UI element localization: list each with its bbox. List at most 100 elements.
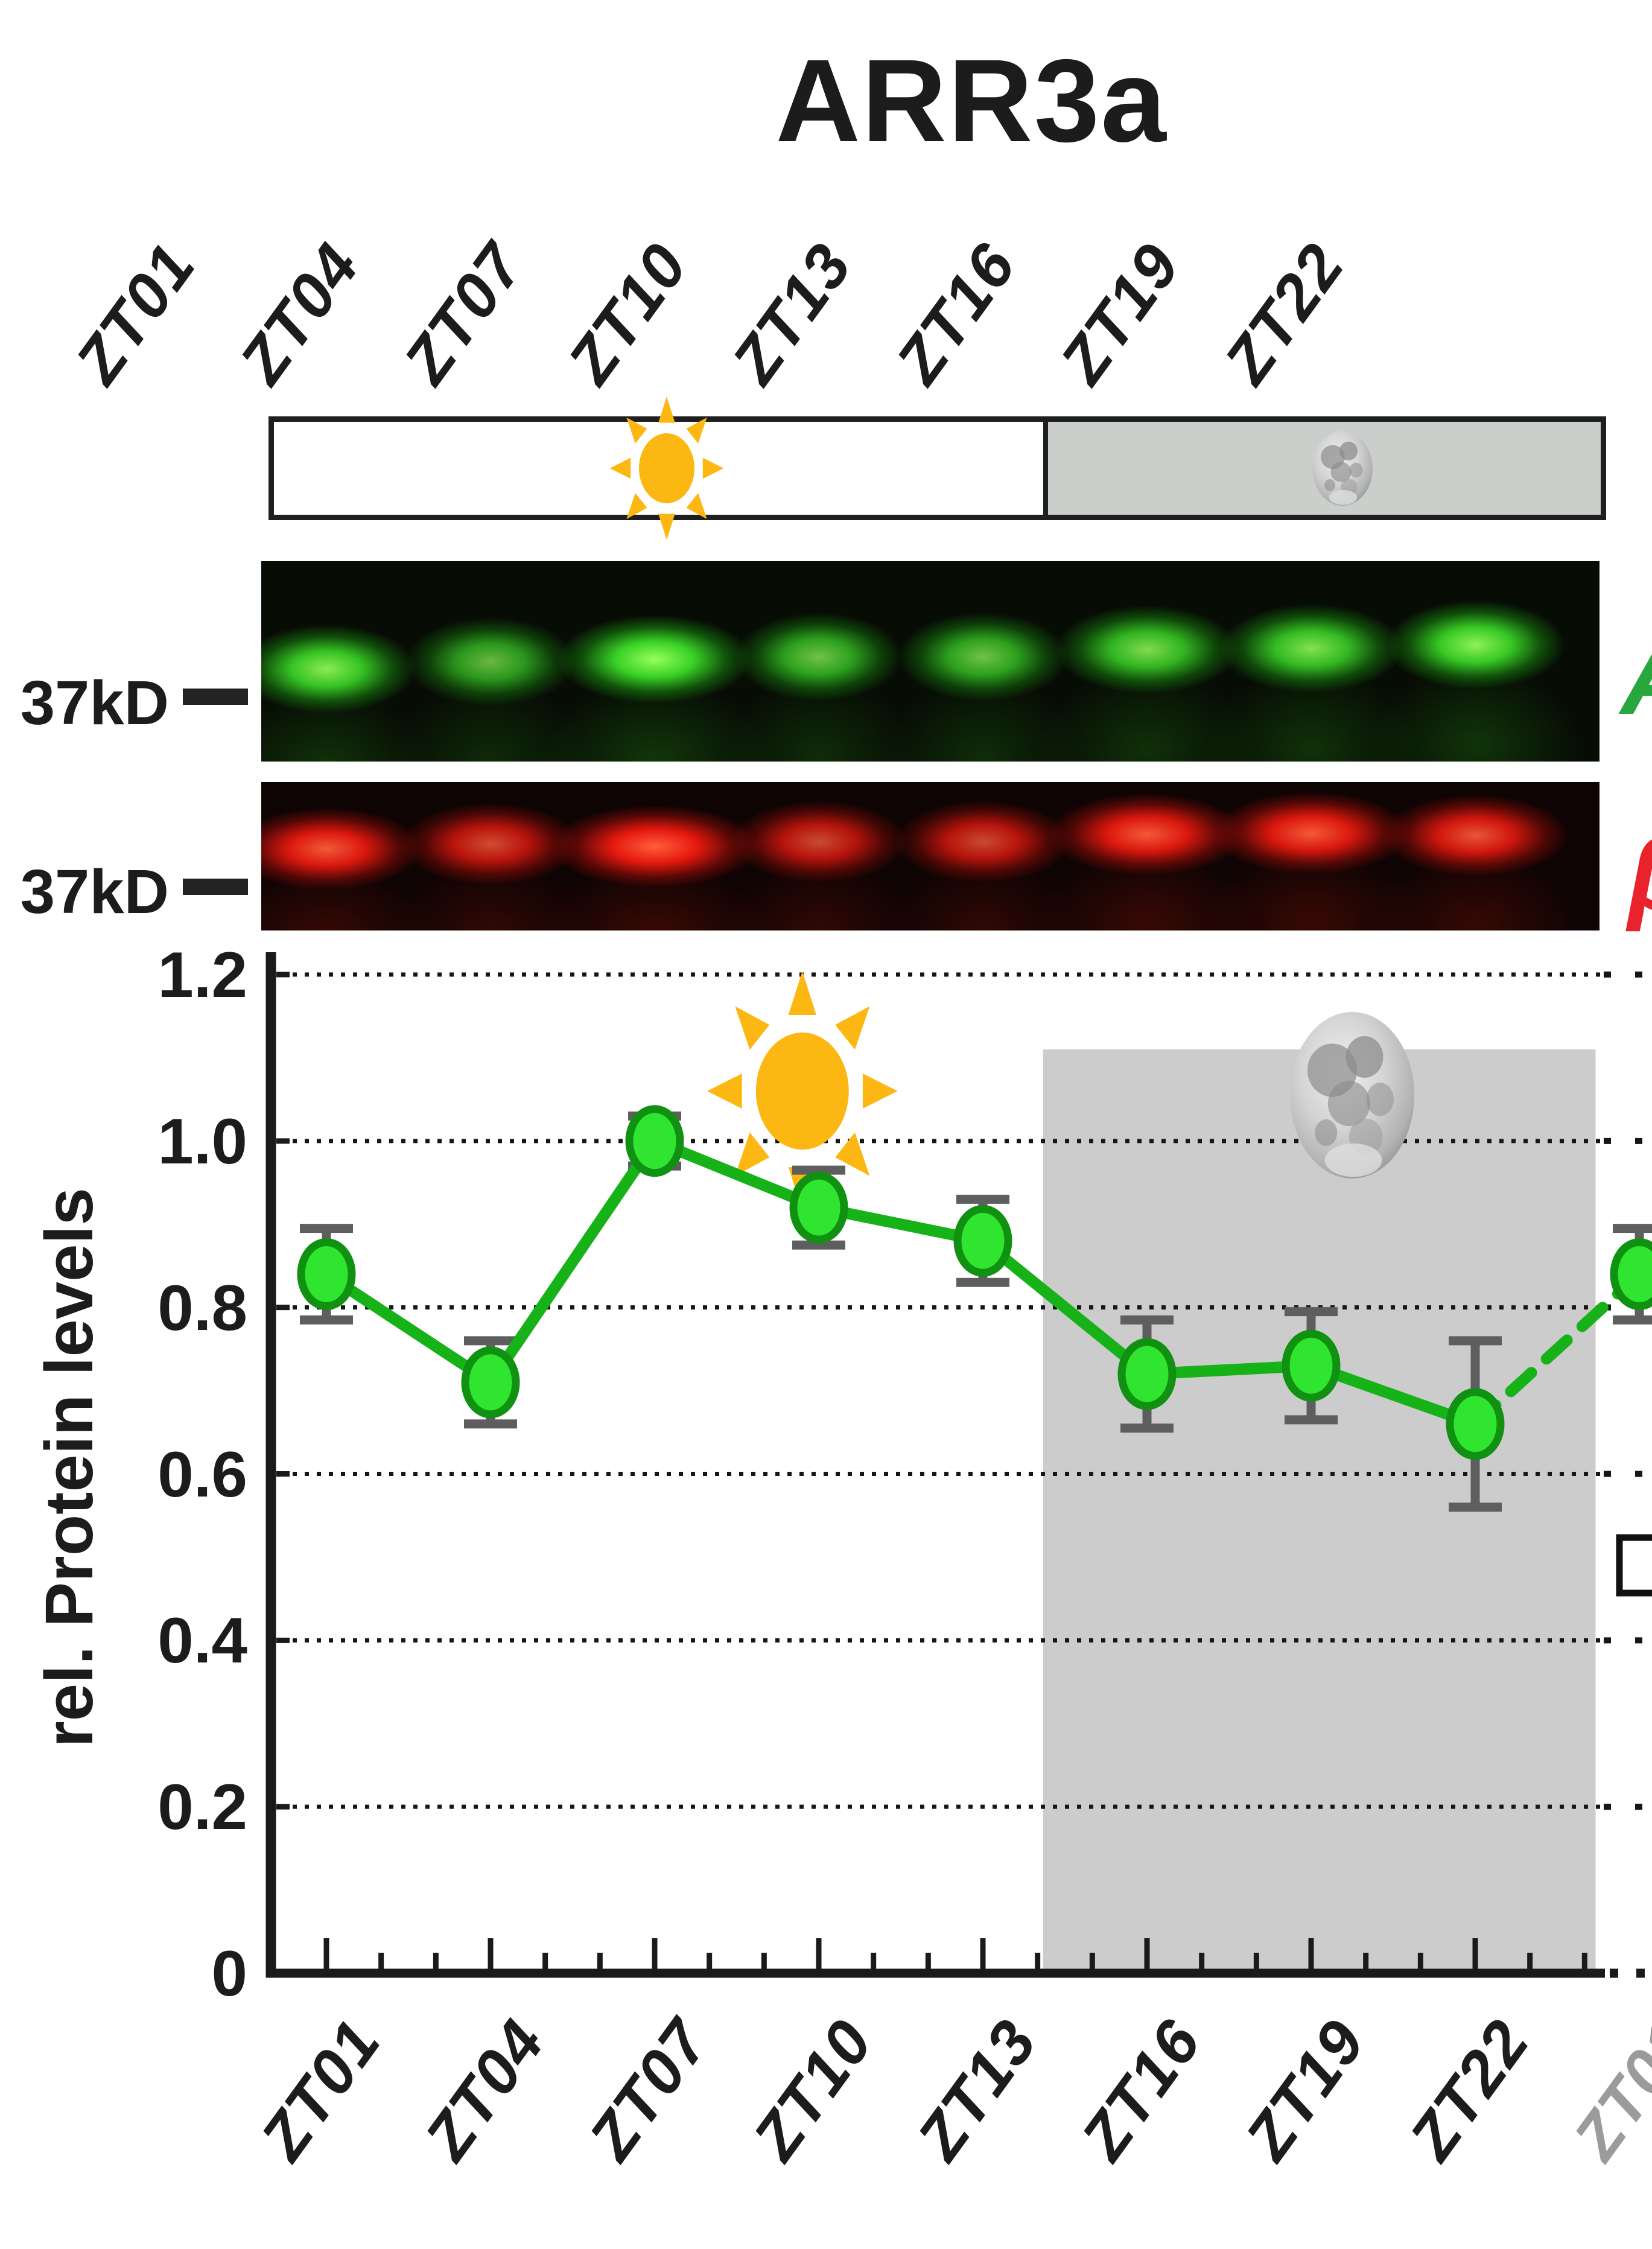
top-label-zt16: ZT16 [882, 231, 1030, 396]
sun-ray [835, 1132, 870, 1176]
bottom-label-5-zt16: ZT16 [1067, 2007, 1215, 2172]
moon-blotch [1366, 1083, 1394, 1116]
moon-blotch [1324, 1144, 1382, 1177]
kd-marker-dash-red [183, 879, 248, 895]
top-label-zt10: ZT10 [554, 231, 702, 396]
night-shading-rect [1043, 1049, 1596, 1970]
top-label-zt22: ZT22 [1210, 231, 1358, 396]
data-point-marker-zt13-4 [953, 1204, 1012, 1277]
western-blot-red [261, 782, 1600, 930]
moon-blotch [1307, 1043, 1358, 1097]
blot-smear-red-lane3 [486, 834, 823, 930]
blot-band-green-lane3 [525, 600, 784, 718]
blot-band-red-lane7 [1184, 782, 1438, 886]
moon-blotch [1315, 1119, 1338, 1147]
y-tick-label-0.2: 0.2 [157, 1770, 247, 1843]
blot-band-red-lane1 [261, 795, 449, 902]
blot-smear-red-lane2 [347, 832, 634, 930]
blot-band-red-lane8 [1356, 782, 1595, 888]
bottom-label-8-zt01: ZT01 [1560, 2007, 1652, 2172]
top-label-zt13: ZT13 [718, 231, 866, 396]
bottom-label-0-zt01: ZT01 [247, 2007, 395, 2172]
moon-blotch [1327, 1081, 1370, 1127]
data-point-marker-zt22-7 [1446, 1388, 1505, 1460]
blot-band-red-lane2 [376, 790, 605, 897]
blot-band-green-lane1 [261, 609, 446, 728]
photoperiod-night-segment [1043, 422, 1601, 515]
western-blot-green [261, 561, 1600, 762]
moon-blotch [1349, 1118, 1383, 1156]
blot-band-green-lane6 [1025, 590, 1269, 708]
blot-smear-green-lane4 [679, 644, 959, 762]
kd-marker-label-red: 37kD [20, 857, 169, 926]
data-line-solid [320, 1135, 1481, 1430]
y-tick-label-1.0: 1.0 [157, 1104, 247, 1177]
blot-band-red-lane3 [520, 793, 789, 899]
blot-band-green-lane5 [869, 597, 1096, 716]
blot-band-red-lane5 [869, 788, 1096, 894]
blot-band-green-lane2 [377, 602, 604, 721]
y-tick-label-0.8: 0.8 [157, 1271, 247, 1344]
data-point-marker-zt10-3 [789, 1171, 848, 1244]
clipped-green-blot-label: A [1621, 628, 1652, 730]
top-label-zt01: ZT01 [62, 231, 209, 396]
data-point-marker-zt01-8 [1610, 1238, 1652, 1310]
legend-box-clipped [1616, 1534, 1652, 1597]
kd-marker-dash-green [183, 689, 248, 705]
blot-band-green-lane7 [1189, 589, 1434, 707]
moon-disc [1290, 1011, 1415, 1179]
data-point-marker-zt19-6 [1282, 1329, 1341, 1402]
blot-smear-red-lane6 [988, 822, 1306, 930]
moon-blotch [1345, 1035, 1384, 1078]
y-tick-label-0: 0 [211, 1937, 247, 2009]
top-label-zt07: ZT07 [390, 231, 538, 396]
blot-smear-green-lane7 [1158, 636, 1464, 762]
blot-smear-red-lane5 [841, 829, 1125, 930]
data-point-marker-zt04-1 [461, 1346, 520, 1419]
kd-marker-label-green: 37kD [20, 668, 169, 737]
blot-smear-green-lane2 [349, 649, 632, 762]
data-point-marker-zt01-0 [297, 1238, 356, 1310]
data-line-dashed-projection [1469, 1268, 1645, 1430]
y-tick-label-1.2: 1.2 [157, 938, 247, 1011]
blot-band-red-lane4 [705, 788, 932, 894]
y-tick-label-0.6: 0.6 [157, 1437, 247, 1510]
blot-smear-red-lane1 [261, 836, 480, 930]
blot-smear-red-lane7 [1152, 821, 1470, 930]
sun-core [755, 1032, 849, 1150]
top-label-zt19: ZT19 [1046, 231, 1194, 396]
blot-smear-green-lane5 [841, 644, 1125, 762]
blot-smear-green-lane6 [994, 637, 1300, 762]
bottom-label-3-zt10: ZT10 [739, 2007, 887, 2172]
bottom-label-4-zt13: ZT13 [903, 2007, 1051, 2172]
blot-smear-green-lane8 [1326, 632, 1600, 762]
chart-moon-icon [1290, 1011, 1415, 1179]
data-point-marker-zt16-5 [1117, 1338, 1177, 1410]
blot-smear-red-lane4 [677, 829, 961, 930]
bottom-label-7-zt22: ZT22 [1396, 2007, 1543, 2172]
sun-ray [788, 1167, 816, 1211]
y-tick-label-0.4: 0.4 [157, 1604, 247, 1677]
sun-ray [788, 971, 816, 1015]
clipped-red-blot-label: β [1628, 824, 1652, 926]
sun-ray [835, 1006, 870, 1050]
data-point-marker-zt07-2 [625, 1105, 684, 1177]
bottom-label-1-zt04: ZT04 [411, 2007, 559, 2172]
blot-smear-green-lane1 [261, 657, 475, 762]
top-label-zt04: ZT04 [226, 231, 373, 396]
blot-band-green-lane8 [1356, 585, 1595, 704]
y-axis-title: rel. Protein levels [31, 1188, 107, 1748]
blot-band-red-lane6 [1020, 782, 1274, 887]
blot-band-green-lane4 [707, 597, 930, 716]
moon-maria [1307, 1035, 1394, 1177]
blot-smear-green-lane3 [492, 647, 817, 762]
blot-smear-red-lane8 [1326, 823, 1600, 930]
bottom-label-2-zt07: ZT07 [575, 2007, 723, 2172]
sun-ray [735, 1132, 770, 1176]
photoperiod-bar [268, 416, 1606, 520]
sun-ray [735, 1006, 770, 1050]
sun-ray [707, 1073, 742, 1109]
chart-sun-icon [707, 971, 898, 1211]
figure-title: ARR3a [775, 35, 1168, 167]
